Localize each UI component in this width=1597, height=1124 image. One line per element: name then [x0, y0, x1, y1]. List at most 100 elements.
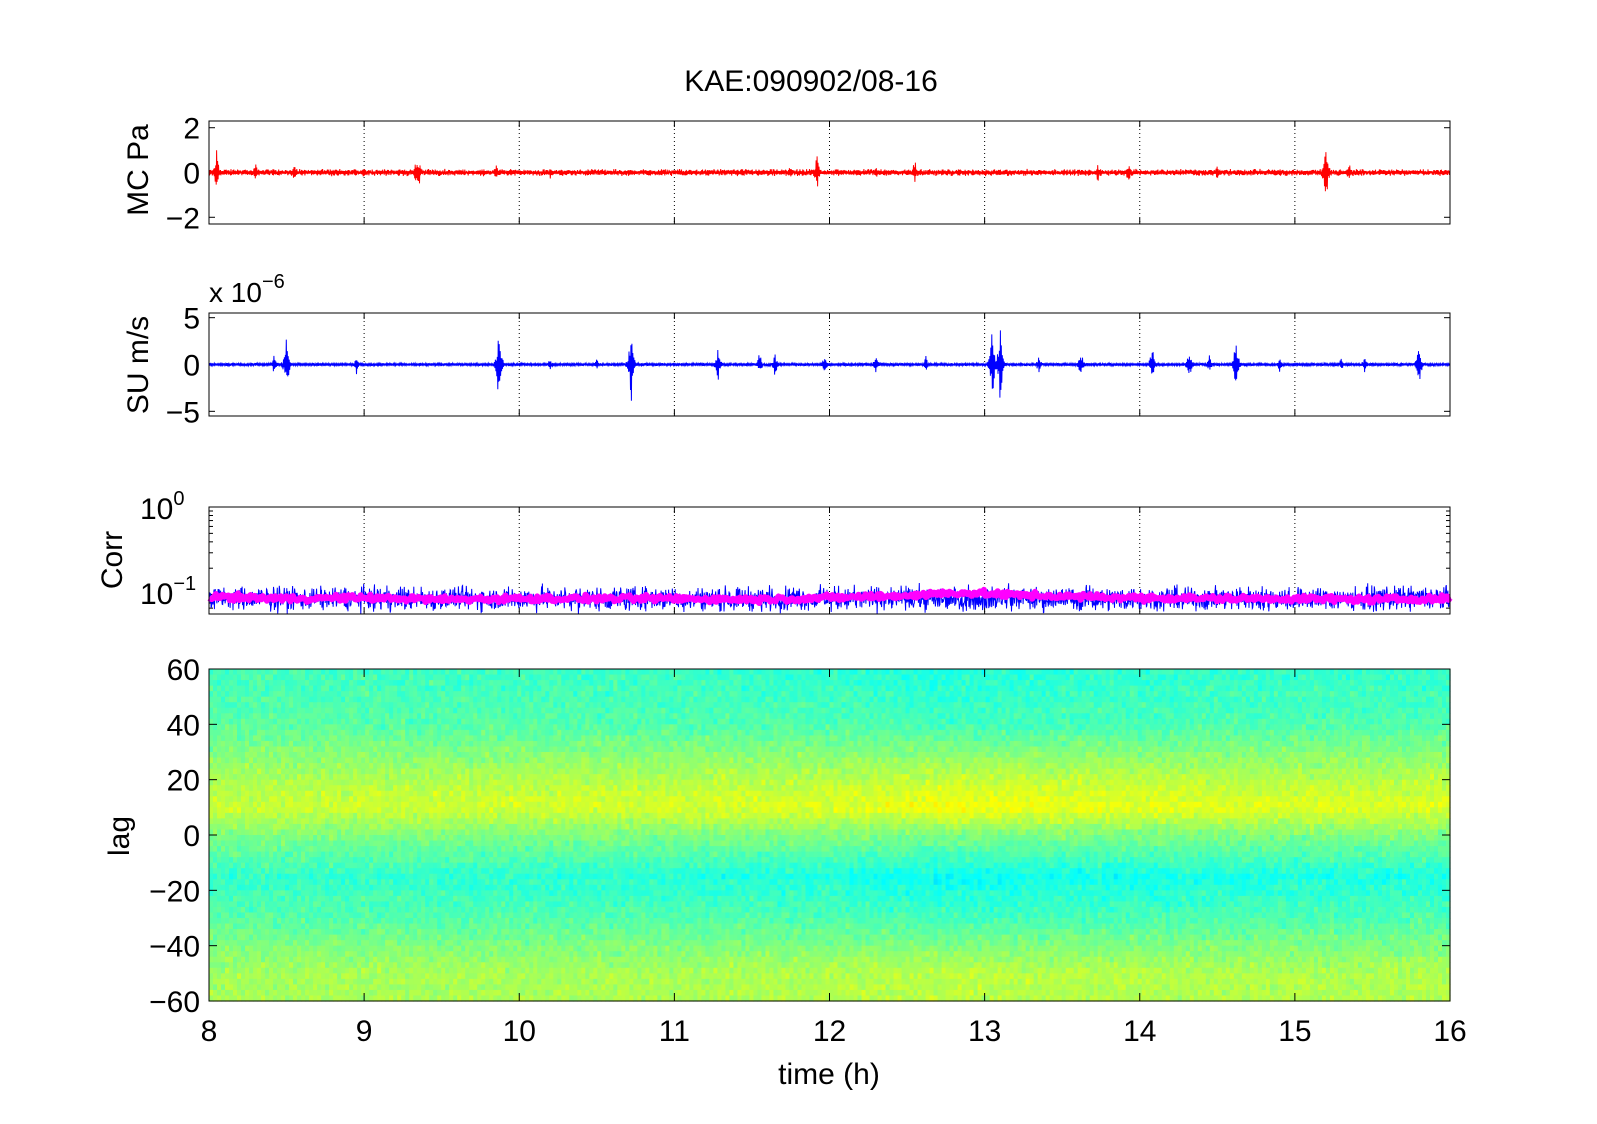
heatmap-cell: [437, 835, 442, 842]
heatmap-cell: [265, 829, 270, 836]
heatmap-cell: [421, 823, 426, 831]
heatmap-cell: [409, 774, 414, 781]
heatmap-cell: [337, 918, 342, 925]
heatmap-cell: [217, 752, 222, 759]
heatmap-cell: [341, 934, 346, 941]
heatmap-cell: [385, 674, 390, 681]
heatmap-cell: [457, 823, 462, 831]
heatmap-cell: [225, 895, 230, 902]
heatmap-cell: [437, 962, 442, 969]
heatmap-cell: [457, 707, 462, 714]
heatmap-cell: [293, 929, 298, 936]
heatmap-cell: [361, 879, 366, 886]
heatmap-cell: [449, 918, 454, 925]
heatmap-cell: [405, 901, 410, 908]
heatmap-cell: [529, 735, 534, 742]
heatmap-cell: [417, 923, 422, 930]
heatmap-cell: [493, 685, 498, 692]
heatmap-cell: [261, 757, 266, 764]
heatmap-cell: [349, 785, 354, 792]
heatmap-cell: [225, 774, 230, 781]
heatmap-cell: [521, 669, 526, 676]
heatmap-cell: [385, 779, 390, 786]
heatmap-cell: [493, 818, 498, 825]
heatmap-cell: [525, 956, 530, 963]
heatmap-cell: [457, 724, 462, 731]
heatmap-cell: [413, 862, 418, 869]
heatmap-cell: [409, 680, 414, 687]
heatmap-cell: [213, 846, 218, 853]
heatmap-cell: [477, 669, 482, 676]
heatmap-cell: [481, 862, 486, 869]
heatmap-cell: [285, 779, 290, 786]
heatmap-cell: [241, 846, 246, 853]
heatmap-cell: [213, 978, 218, 985]
heatmap-cell: [273, 718, 278, 725]
heatmap-cell: [285, 796, 290, 803]
heatmap-cell: [421, 906, 426, 914]
heatmap-cell: [457, 691, 462, 698]
heatmap-cell: [273, 923, 278, 930]
heatmap-cell: [365, 918, 370, 925]
heatmap-cell: [493, 674, 498, 681]
heatmap-cell: [261, 912, 266, 919]
heatmap-cell: [241, 823, 246, 831]
heatmap-cell: [361, 735, 366, 742]
heatmap-cell: [265, 735, 270, 742]
heatmap-cell: [421, 929, 426, 936]
heatmap-cell: [381, 812, 386, 819]
heatmap-cell: [345, 691, 350, 698]
heatmap-cell: [277, 978, 282, 985]
heatmap-cell: [469, 746, 474, 753]
heatmap-cell: [349, 879, 354, 886]
heatmap-cell: [305, 884, 310, 891]
heatmap-cell: [469, 868, 474, 875]
heatmap-cell: [457, 774, 462, 781]
heatmap-cell: [493, 691, 498, 698]
heatmap-cell: [357, 989, 362, 997]
heatmap-cell: [297, 752, 302, 759]
heatmap-cell: [273, 901, 278, 908]
heatmap-cell: [513, 862, 518, 869]
heatmap-cell: [241, 713, 246, 720]
heatmap-cell: [225, 989, 230, 997]
heatmap-cell: [365, 696, 370, 703]
heatmap-cell: [369, 862, 374, 869]
heatmap-cell: [277, 713, 282, 720]
heatmap-cell: [469, 884, 474, 891]
heatmap-cell: [297, 956, 302, 963]
heatmap-cell: [393, 746, 398, 753]
heatmap-cell: [405, 785, 410, 792]
heatmap-cell: [461, 890, 466, 897]
heatmap-cell: [529, 785, 534, 792]
heatmap-cell: [325, 685, 330, 692]
heatmap-cell: [253, 790, 258, 797]
heatmap-cell: [325, 989, 330, 997]
heatmap-cell: [217, 796, 222, 803]
heatmap-cell: [317, 978, 322, 985]
heatmap-cell: [421, 873, 426, 880]
heatmap-cell: [429, 906, 434, 914]
heatmap-cell: [325, 940, 330, 947]
heatmap-cell: [341, 812, 346, 819]
heatmap-cell: [413, 945, 418, 952]
heatmap-cell: [277, 873, 282, 880]
heatmap-cell: [381, 873, 386, 880]
heatmap-cell: [369, 912, 374, 919]
heatmap-cell: [213, 951, 218, 958]
heatmap-cell: [237, 945, 242, 952]
heatmap-cell: [337, 718, 342, 725]
heatmap-cell: [469, 818, 474, 825]
heatmap-cell: [401, 796, 406, 803]
heatmap-cell: [349, 840, 354, 847]
heatmap-cell: [365, 669, 370, 676]
heatmap-cell: [517, 862, 522, 869]
heatmap-cell: [301, 918, 306, 925]
heatmap-cell: [225, 729, 230, 736]
heatmap-cell: [441, 940, 446, 947]
heatmap-cell: [465, 851, 470, 858]
heatmap-cell: [405, 978, 410, 985]
heatmap-cell: [373, 812, 378, 819]
heatmap-cell: [477, 895, 482, 902]
heatmap-cell: [469, 835, 474, 842]
